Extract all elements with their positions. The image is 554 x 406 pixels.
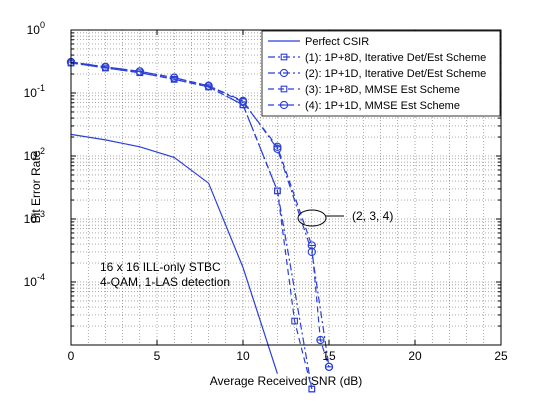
annotation-ellipse	[297, 209, 327, 227]
legend-entry: (2): 1P+1D, Iterative Det/Est Scheme	[268, 68, 486, 80]
series-5	[66, 57, 334, 371]
legend-entry: (1): 1P+8D, Iterative Det/Est Scheme	[268, 52, 486, 64]
x-tick-label: 5	[154, 349, 161, 363]
square-marker	[291, 317, 298, 325]
x-tick-label: 15	[322, 349, 336, 363]
annotation-group-label: (2, 3, 4)	[352, 209, 393, 223]
legend-label: (3): 1P+8D, MMSE Est Scheme	[305, 84, 460, 96]
annotation-stbc-label: 16 x 16 ILL-only STBC	[100, 260, 221, 274]
y-tick-label: 10-1	[24, 83, 45, 100]
y-tick-label: 100	[27, 20, 45, 37]
legend-entry: (4): 1P+1D, MMSE Est Scheme	[268, 100, 460, 112]
x-tick-label: 20	[408, 349, 422, 363]
legend-entry: Perfect CSIR	[268, 36, 369, 48]
y-tick-label: 10-4	[24, 272, 45, 289]
annotation-detection-label: 4-QAM, 1-LAS detection	[100, 275, 230, 289]
y-axis-label: Bit Error Rate	[29, 150, 43, 223]
series-line	[70, 133, 278, 374]
x-axis-label: Average Received SNR (dB)	[210, 374, 363, 388]
square-marker	[274, 187, 281, 195]
square-marker	[280, 53, 288, 61]
x-tick-label: 10	[236, 349, 250, 363]
square-marker	[280, 85, 288, 93]
x-tick-label: 0	[68, 349, 75, 363]
legend-label: Perfect CSIR	[305, 36, 369, 48]
series-layer	[66, 57, 334, 393]
x-tick-label: 25	[494, 349, 508, 363]
circle-marker	[279, 68, 289, 78]
annotations: (2, 3, 4) 16 x 16 ILL-only STBC 4-QAM, 1…	[100, 209, 393, 289]
square-marker	[308, 385, 316, 393]
legend-label: (4): 1P+1D, MMSE Est Scheme	[305, 100, 460, 112]
legend-label: (1): 1P+8D, Iterative Det/Est Scheme	[305, 52, 486, 64]
series-1	[70, 133, 278, 374]
plot-frame	[70, 29, 502, 346]
series-line	[70, 61, 330, 367]
legend-entry: (3): 1P+8D, MMSE Est Scheme	[268, 84, 460, 96]
legend-label: (2): 1P+1D, Iterative Det/Est Scheme	[305, 68, 486, 80]
legend-box	[261, 30, 501, 117]
legend: Perfect CSIR (1): 1P+8D, Iterative Det/Es…	[261, 30, 501, 117]
